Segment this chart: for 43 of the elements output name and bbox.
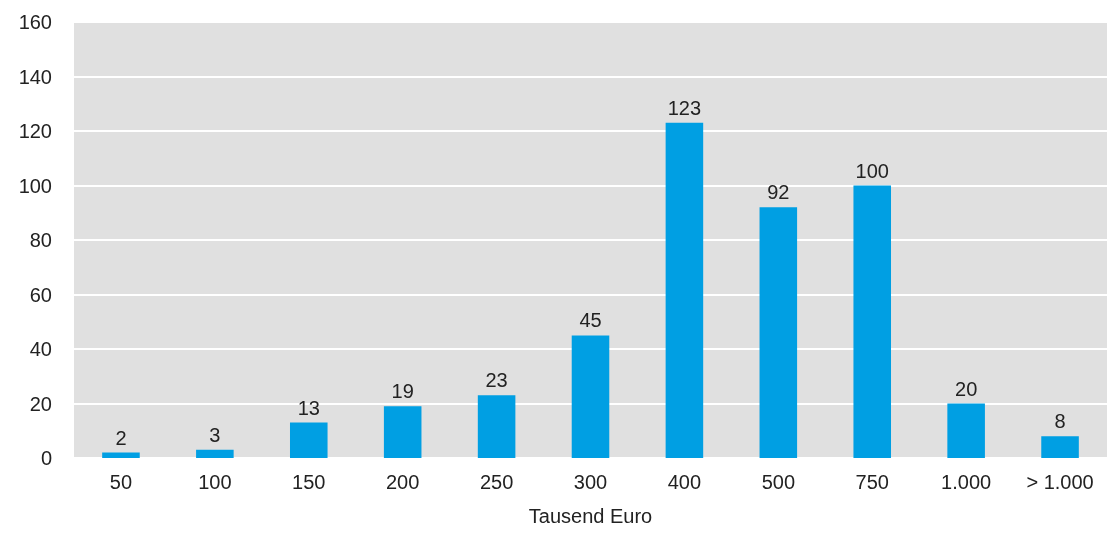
data-label: 100 [855, 159, 889, 182]
x-tick-label: 1.000 [941, 471, 992, 493]
data-label: 92 [767, 181, 790, 204]
y-tick-label: 100 [18, 174, 52, 197]
data-label: 23 [485, 369, 508, 392]
bar [1041, 436, 1079, 458]
x-tick-label: > 1.000 [1026, 471, 1094, 493]
bar [289, 422, 328, 458]
bar [759, 207, 798, 458]
y-tick-label: 40 [29, 338, 52, 360]
y-tick-label: 120 [18, 120, 52, 142]
y-tick-label: 60 [29, 283, 52, 306]
data-label: 123 [667, 96, 702, 119]
bar [102, 452, 140, 458]
data-label: 45 [579, 309, 602, 332]
data-label: 2 [115, 426, 127, 449]
y-tick-label: 140 [18, 65, 52, 88]
data-label: 8 [1054, 410, 1066, 433]
y-tick-label: 20 [29, 392, 52, 415]
bar [571, 335, 610, 458]
x-tick-label: 150 [292, 471, 326, 493]
x-tick-label: 100 [198, 471, 232, 493]
y-tick-label: 160 [18, 11, 52, 33]
data-label: 3 [209, 423, 221, 446]
bar [665, 122, 704, 458]
y-tick-label: 80 [29, 229, 52, 251]
y-tick-label: 0 [40, 447, 52, 469]
x-tick-label: 200 [385, 471, 420, 493]
data-label: 19 [391, 380, 414, 403]
x-tick-label: 250 [479, 471, 514, 493]
data-label: 20 [955, 377, 978, 400]
x-tick-label: 500 [761, 471, 796, 493]
bar [947, 403, 985, 458]
x-tick-label: 400 [667, 471, 702, 493]
bar [477, 395, 516, 458]
data-label: 13 [297, 396, 320, 419]
bar [853, 185, 892, 458]
x-tick-label: 750 [855, 471, 889, 493]
x-axis-title: Tausend Euro [528, 505, 653, 527]
x-tick-label: 300 [573, 471, 608, 493]
bar [383, 406, 422, 458]
x-tick-label: 50 [109, 471, 133, 493]
bar [196, 449, 234, 458]
